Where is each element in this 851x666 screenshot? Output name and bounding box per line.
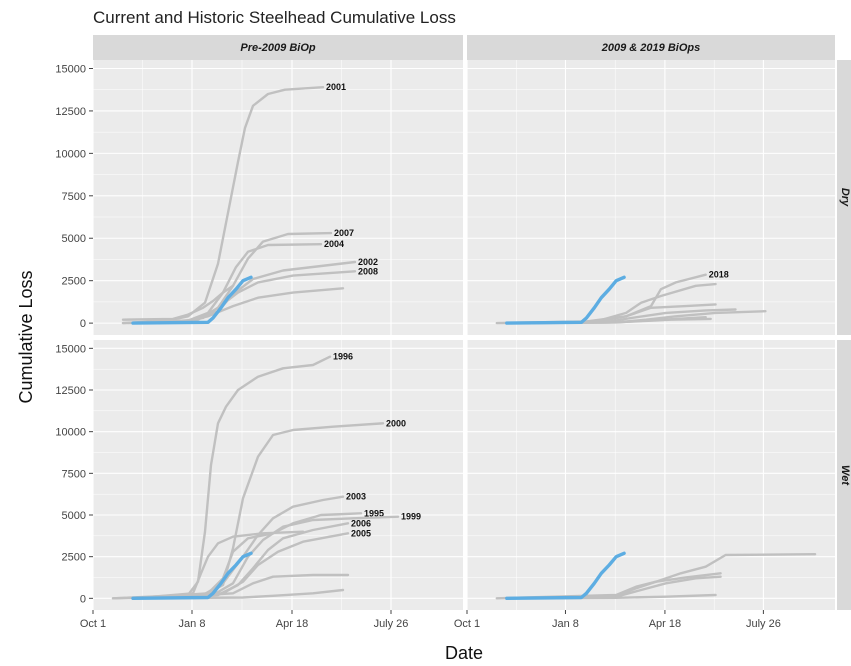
y-tick-label: 7500 [62,191,86,203]
series-line-1999 [141,515,400,600]
series-label-2000: 2000 [386,418,406,428]
panel-background [93,340,463,610]
y-tick-label: 0 [80,318,86,330]
series-line-1995 [131,512,363,600]
x-tick-label: Jan 8 [179,618,206,630]
series-line-current [505,275,626,325]
series-label-2002: 2002 [358,257,378,267]
y-axis-ticks: 0 2500 5000 7500 10000 12500 15000 0 2500 5000 750… [55,63,93,605]
series-line-2001 [121,86,325,325]
x-tick-label: Oct 1 [454,618,480,630]
y-tick-label: 5000 [62,233,86,245]
series-label-2003: 2003 [346,492,366,502]
x-tick-label: Apr 18 [276,618,308,630]
series-label-2004: 2004 [324,239,344,249]
y-tick-label: 15000 [55,63,86,75]
x-axis-title: Date [445,643,483,663]
strip-header-pre-2009 [93,35,463,60]
y-tick-label: 2500 [62,552,86,564]
strip-label-wet: Wet [839,465,851,486]
y-tick-label: 10000 [55,427,86,439]
x-tick-label: July 26 [746,618,781,630]
x-tick-label: Jan 8 [552,618,579,630]
series-line-historic [151,573,350,600]
strip-label-pre-2009: Pre-2009 BiOp [240,42,315,54]
y-tick-label: 12500 [55,106,86,118]
y-tick-label: 12500 [55,385,86,397]
series-label-2007: 2007 [334,228,354,238]
strip-header-wet [837,340,851,610]
x-axis-ticks: Oct 1 Jan 8 Apr 18 July 26 Oct 1 Jan 8 Apr 18 J… [80,610,781,630]
panel-background [467,60,835,335]
series-label-1995: 1995 [364,508,384,518]
strip-label-dry: Dry [839,188,851,207]
panel-1-1 [466,340,835,610]
series-label-1999: 1999 [401,512,421,522]
series-label-2006: 2006 [351,518,371,528]
panel-1-0: 2018 [466,60,835,335]
y-tick-label: 15000 [55,343,86,355]
strip-header-2009-2019 [467,35,835,60]
y-tick-label: 5000 [62,510,86,522]
panel-background [467,340,835,610]
strip-header-dry [837,60,851,335]
chart-title: Current and Historic Steelhead Cumulativ… [93,8,456,27]
series-label-2005: 2005 [351,528,371,538]
series-label-2018: 2018 [709,270,729,280]
y-tick-label: 0 [80,593,86,605]
series-line-historic [131,530,305,600]
y-tick-label: 7500 [62,468,86,480]
y-tick-label: 2500 [62,276,86,288]
series-line-current [131,551,253,600]
series-label-1996: 1996 [333,352,353,362]
series-line-historic [121,284,235,321]
x-tick-label: July 26 [374,618,409,630]
series-line-current [505,551,626,600]
x-tick-label: Oct 1 [80,618,106,630]
panel-background [93,60,463,335]
y-tick-label: 10000 [55,148,86,160]
series-label-2008: 2008 [358,266,378,276]
series-label-2001: 2001 [326,82,346,92]
y-axis-title: Cumulative Loss [16,270,36,403]
x-tick-label: Apr 18 [649,618,681,630]
strip-label-2009-2019: 2009 & 2019 BiOps [601,42,700,54]
series-line-current [131,275,253,325]
